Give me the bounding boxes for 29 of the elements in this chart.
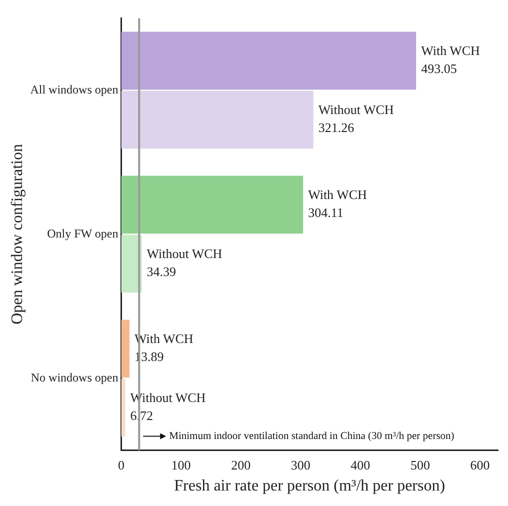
- text: With WCH: [308, 187, 367, 202]
- y-tick-label: No windows open: [30, 370, 118, 384]
- x-axis-title: Fresh air rate per person (m³/h per person): [174, 478, 446, 495]
- bar: [121, 176, 304, 234]
- y-tick-label: Only FW open: [47, 226, 118, 240]
- data-label: 304.11: [308, 205, 344, 220]
- x-tick-label: 100: [171, 457, 191, 472]
- text: Without WCH: [130, 390, 206, 406]
- x-tick-label: 400: [350, 457, 370, 472]
- bar: [121, 320, 130, 378]
- x-tick-label: 0: [118, 457, 124, 472]
- series-label: Without WCH: [318, 102, 394, 118]
- x-tick-label: 600: [470, 457, 490, 472]
- text: With WCH: [134, 331, 194, 346]
- x-tick-label: 200: [231, 457, 251, 472]
- text: Without WCH: [146, 246, 222, 262]
- y-tick-label: All windows open: [30, 82, 118, 96]
- bar: [121, 90, 314, 149]
- x-tick-label: 500: [410, 457, 430, 472]
- bar: [121, 32, 416, 90]
- ref-line-label: Minimum indoor ventilation standard in China (30 m³/h per person): [169, 430, 455, 442]
- data-label: 34.39: [146, 264, 176, 280]
- data-label: 6.72: [130, 408, 153, 424]
- y-axis-title: Open window configuration: [8, 144, 26, 324]
- data-label: 13.89: [134, 349, 164, 364]
- x-tick-label: 300: [290, 457, 310, 472]
- data-label: 321.26: [318, 120, 355, 136]
- data-label: 493.05: [421, 61, 457, 76]
- series-label: With WCH: [421, 43, 480, 58]
